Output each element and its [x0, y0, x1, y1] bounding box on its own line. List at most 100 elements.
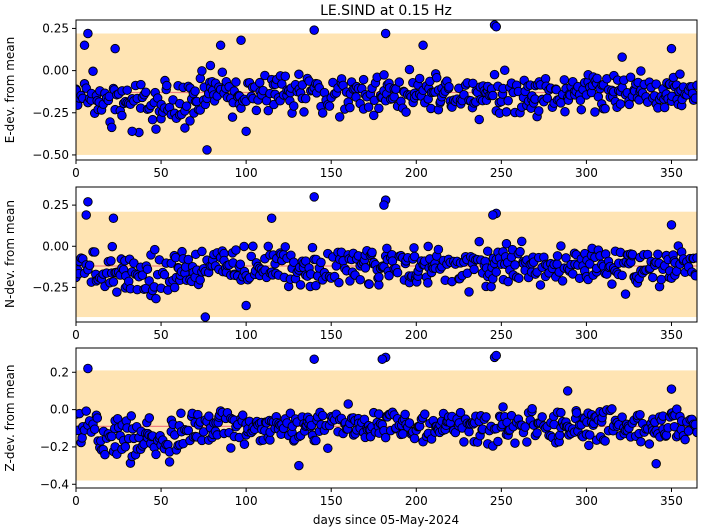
data-point [571, 408, 582, 418]
data-point [204, 411, 214, 421]
data-point [137, 270, 148, 280]
data-point [106, 431, 117, 442]
data-point [491, 267, 501, 277]
data-point [294, 69, 304, 80]
data-point [423, 241, 433, 252]
data-point [522, 437, 532, 447]
data-point [431, 73, 442, 83]
data-point [414, 73, 425, 84]
data-point [400, 409, 410, 420]
data-point [374, 280, 384, 290]
data-point [300, 93, 311, 104]
y-tick-label: −0.25 [32, 106, 69, 120]
data-point [692, 427, 697, 438]
data-point [659, 102, 670, 113]
data-point [345, 102, 355, 113]
y-tick-label: 0.00 [42, 239, 69, 253]
data-point [363, 102, 374, 112]
data-point [377, 354, 387, 364]
data-point [409, 243, 419, 253]
x-tick-label: 300 [575, 328, 598, 342]
data-point [444, 82, 454, 92]
data-point [248, 241, 258, 252]
data-point [636, 437, 646, 447]
data-point [280, 71, 291, 81]
data-point [299, 107, 309, 117]
data-point [343, 399, 353, 409]
data-point [108, 277, 119, 287]
data-point [120, 442, 131, 452]
data-point [89, 247, 100, 257]
y-tick-label: −0.2 [40, 440, 69, 454]
chart-panels: 0 50 100 150 200 250 300 350−0.50−0.250.000.25E… [3, 19, 698, 508]
x-tick-label: 50 [153, 166, 168, 180]
data-point [205, 60, 216, 71]
data-point [197, 66, 207, 76]
data-point [355, 274, 365, 285]
data-point [251, 105, 262, 116]
data-point [183, 425, 194, 436]
data-point [459, 437, 469, 447]
data-point [88, 66, 98, 77]
y-tick-label: 0.0 [50, 403, 69, 417]
data-point [323, 443, 333, 454]
data-point [392, 267, 403, 278]
data-point [324, 101, 335, 111]
data-point [83, 363, 93, 374]
data-point [106, 256, 116, 266]
data-point [491, 350, 501, 361]
data-point [136, 79, 146, 90]
data-point [122, 85, 132, 95]
data-point [617, 412, 627, 422]
data-point [404, 64, 415, 75]
data-point [491, 21, 501, 32]
data-point [144, 276, 154, 286]
data-point [517, 236, 527, 247]
data-point [515, 246, 525, 257]
data-point [382, 243, 392, 254]
data-point [556, 241, 566, 251]
x-axis-label: days since 05-May-2024 [313, 513, 459, 527]
x-tick-label: 250 [490, 166, 513, 180]
data-point [409, 251, 420, 262]
panel-3: 0 50 100 150 200 250 300 350 −0.4 −0.2 0.0 0.2 Z-dev… [3, 347, 698, 508]
data-point [183, 254, 194, 265]
data-point [575, 95, 586, 106]
data-point [374, 272, 384, 282]
x-tick-label: 300 [575, 494, 598, 508]
data-point [675, 69, 685, 79]
data-point [200, 312, 211, 322]
data-point [464, 287, 474, 297]
data-point [202, 145, 212, 155]
data-point [127, 126, 137, 137]
x-tick-label: 300 [575, 166, 598, 180]
data-point [474, 114, 484, 125]
data-point [237, 410, 248, 420]
data-point [374, 103, 384, 114]
data-point [107, 241, 118, 252]
data-point [144, 413, 155, 423]
data-point [241, 300, 251, 311]
data-point [404, 418, 415, 428]
data-point [489, 69, 500, 80]
y-tick-label: −0.4 [40, 477, 69, 491]
data-point [384, 270, 394, 281]
scatter-points [76, 20, 697, 155]
data-point [503, 96, 513, 106]
x-tick-label: 100 [235, 166, 258, 180]
data-point [84, 260, 95, 271]
data-point [551, 85, 562, 95]
data-point [129, 258, 139, 268]
data-point [83, 197, 93, 207]
data-point [151, 124, 161, 134]
data-point [266, 213, 277, 224]
data-point [568, 269, 578, 279]
y-tick-label: 0.2 [50, 365, 69, 379]
axes-frame [75, 19, 698, 161]
data-point [488, 90, 498, 101]
data-point [162, 80, 172, 91]
data-point [309, 192, 319, 202]
panel-1: 0 50 100 150 200 250 300 350 −0.50 −0.25 0.00 0.25 E… [3, 19, 698, 180]
data-point [420, 409, 430, 419]
